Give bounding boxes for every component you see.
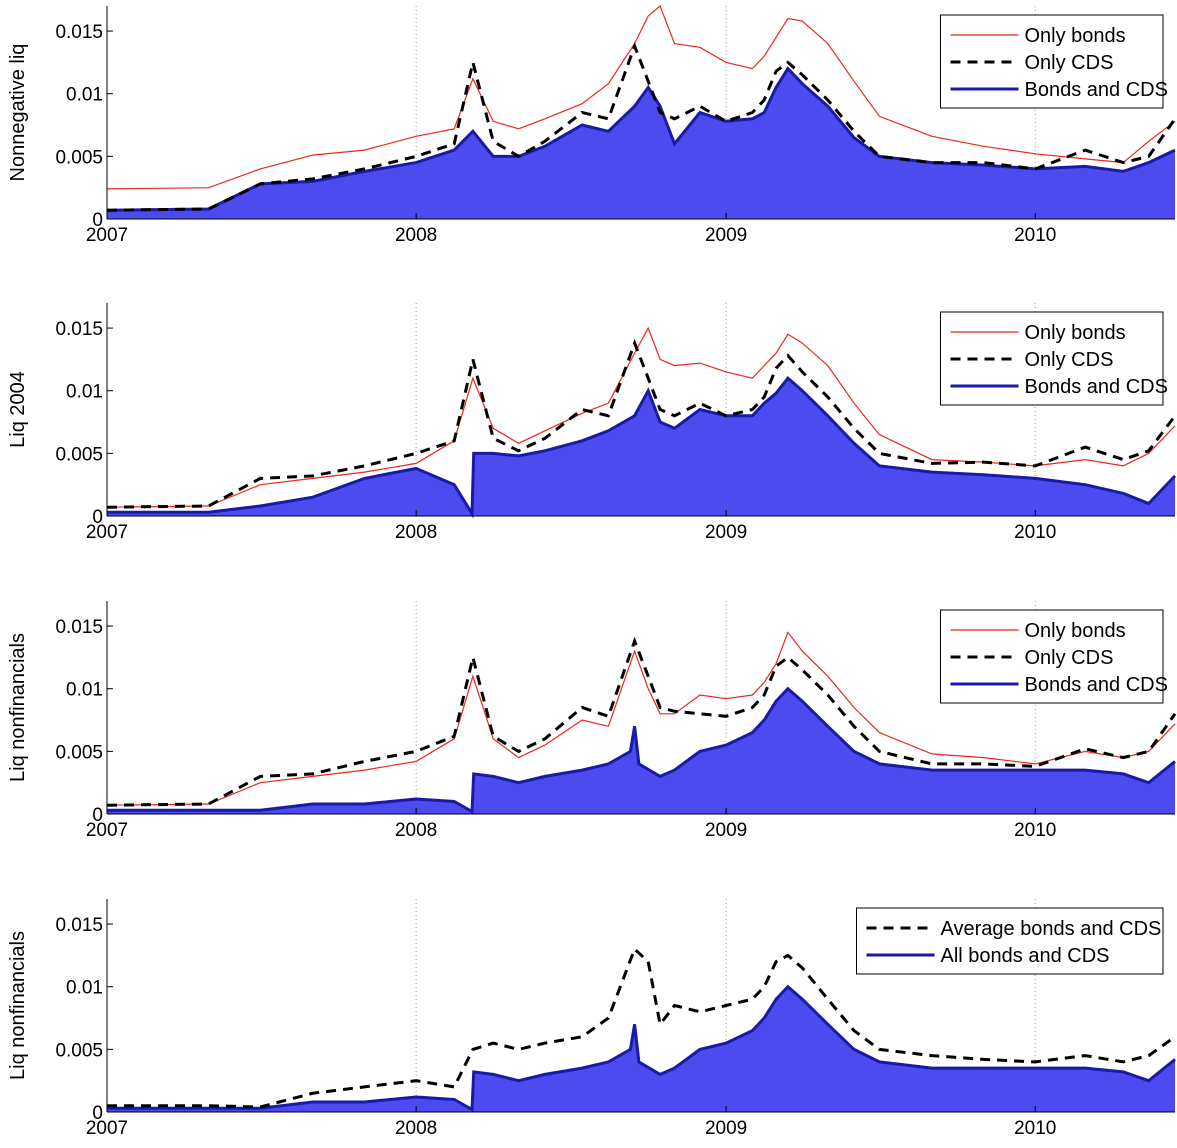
legend-label: Bonds and CDS (1025, 674, 1168, 696)
legend-label: Only bonds (1025, 322, 1126, 344)
x-tick-label: 2008 (395, 522, 437, 543)
x-tick-label: 2008 (395, 820, 437, 841)
x-tick-label: 2010 (1014, 522, 1056, 543)
series-line-average-bonds-and-cds (107, 946, 1176, 1109)
legend: Average bonds and CDS All bonds and CDS (856, 907, 1164, 975)
legend-box (940, 311, 1164, 406)
series-line-only-bonds (106, 326, 1176, 508)
y-tick-label: 0.01 (66, 978, 103, 999)
y-tick-label: 0.015 (55, 22, 103, 43)
y-tick-label: 0 (92, 210, 103, 231)
series-line-all-bonds-and-cds (107, 984, 1176, 1113)
legend-label: Average bonds and CDS (941, 918, 1162, 940)
y-tick-label: 0 (92, 1103, 103, 1124)
y-tick-label: 0.01 (66, 85, 103, 106)
series-line-only-cds (106, 41, 1177, 212)
series-area-bonds-and-cds (107, 378, 1175, 516)
legend-box (856, 907, 1164, 975)
y-tick-label: 0.015 (55, 915, 103, 936)
legend-label: Only CDS (1025, 52, 1114, 74)
legend-label: Bonds and CDS (1025, 79, 1168, 101)
x-tick-label: 2009 (705, 522, 747, 543)
legend-label: Bonds and CDS (1025, 376, 1168, 398)
y-tick-label: 0.01 (66, 680, 103, 701)
chart-panel-4: 0 0.005 0.01 0.015 2007 2008 2009 2010 Liq nonfi… (7, 899, 1176, 1139)
legend-label: Only CDS (1025, 349, 1114, 371)
y-tick-label: 0.005 (55, 742, 103, 763)
series-line-bonds-and-cds (107, 686, 1176, 815)
y-tick-label: 0 (92, 507, 103, 528)
x-tick-label: 2010 (1014, 820, 1056, 841)
series-line-only-cds (106, 338, 1177, 509)
legend-label: Only CDS (1025, 647, 1114, 669)
legend: Only bonds Only CDS Bonds and CDS (940, 609, 1168, 704)
chart-panel-1: 0 0.005 0.01 0.015 2007 2008 2009 2010 Nonnegati… (7, 4, 1177, 246)
series-line-only-bonds (106, 4, 1176, 190)
y-axis-label: Liq nonfinancials (7, 931, 29, 1080)
x-tick-label: 2009 (705, 225, 747, 246)
chart-panel-2: 0 0.005 0.01 0.015 2007 2008 2009 2010 Liq 2004 O… (7, 303, 1177, 543)
series-area-all-bonds-and-cds (107, 986, 1175, 1112)
legend-box (940, 609, 1164, 704)
series-area-bonds-and-cds (107, 688, 1175, 814)
x-tick-label: 2007 (86, 522, 128, 543)
legend: Only bonds Only CDS Bonds and CDS (940, 14, 1168, 109)
x-tick-label: 2008 (395, 225, 437, 246)
y-tick-label: 0.015 (55, 617, 103, 638)
y-axis-label: Liq nonfinancials (7, 633, 29, 782)
series-area-bonds-and-cds (107, 68, 1175, 219)
x-tick-label: 2007 (86, 225, 128, 246)
x-tick-label: 2010 (1014, 225, 1056, 246)
y-tick-label: 0.005 (55, 147, 103, 168)
y-axis-label: Nonnegative liq (7, 44, 29, 182)
x-tick-label: 2008 (395, 1118, 437, 1139)
series-line-bonds-and-cds (107, 376, 1177, 519)
x-tick-label: 2007 (86, 1118, 128, 1139)
y-tick-label: 0.005 (55, 1040, 103, 1061)
y-tick-label: 0.015 (55, 319, 103, 340)
legend-label: Only bonds (1025, 25, 1126, 47)
x-tick-label: 2009 (705, 1118, 747, 1139)
chart-panel-3: 0 0.005 0.01 0.015 2007 2008 2009 2010 Liq nonfi… (7, 601, 1177, 841)
y-tick-label: 0 (92, 805, 103, 826)
x-tick-label: 2010 (1014, 1118, 1056, 1139)
x-tick-label: 2007 (86, 820, 128, 841)
y-tick-label: 0.005 (55, 444, 103, 465)
legend: Only bonds Only CDS Bonds and CDS (940, 311, 1168, 406)
series-line-only-bonds (106, 631, 1176, 806)
y-tick-label: 0.01 (66, 382, 103, 403)
series-line-only-cds (106, 636, 1177, 807)
x-tick-label: 2009 (705, 820, 747, 841)
y-axis-label: Liq 2004 (7, 371, 29, 448)
legend-label: All bonds and CDS (941, 945, 1110, 967)
legend-label: Only bonds (1025, 620, 1126, 642)
legend-box (940, 14, 1164, 109)
